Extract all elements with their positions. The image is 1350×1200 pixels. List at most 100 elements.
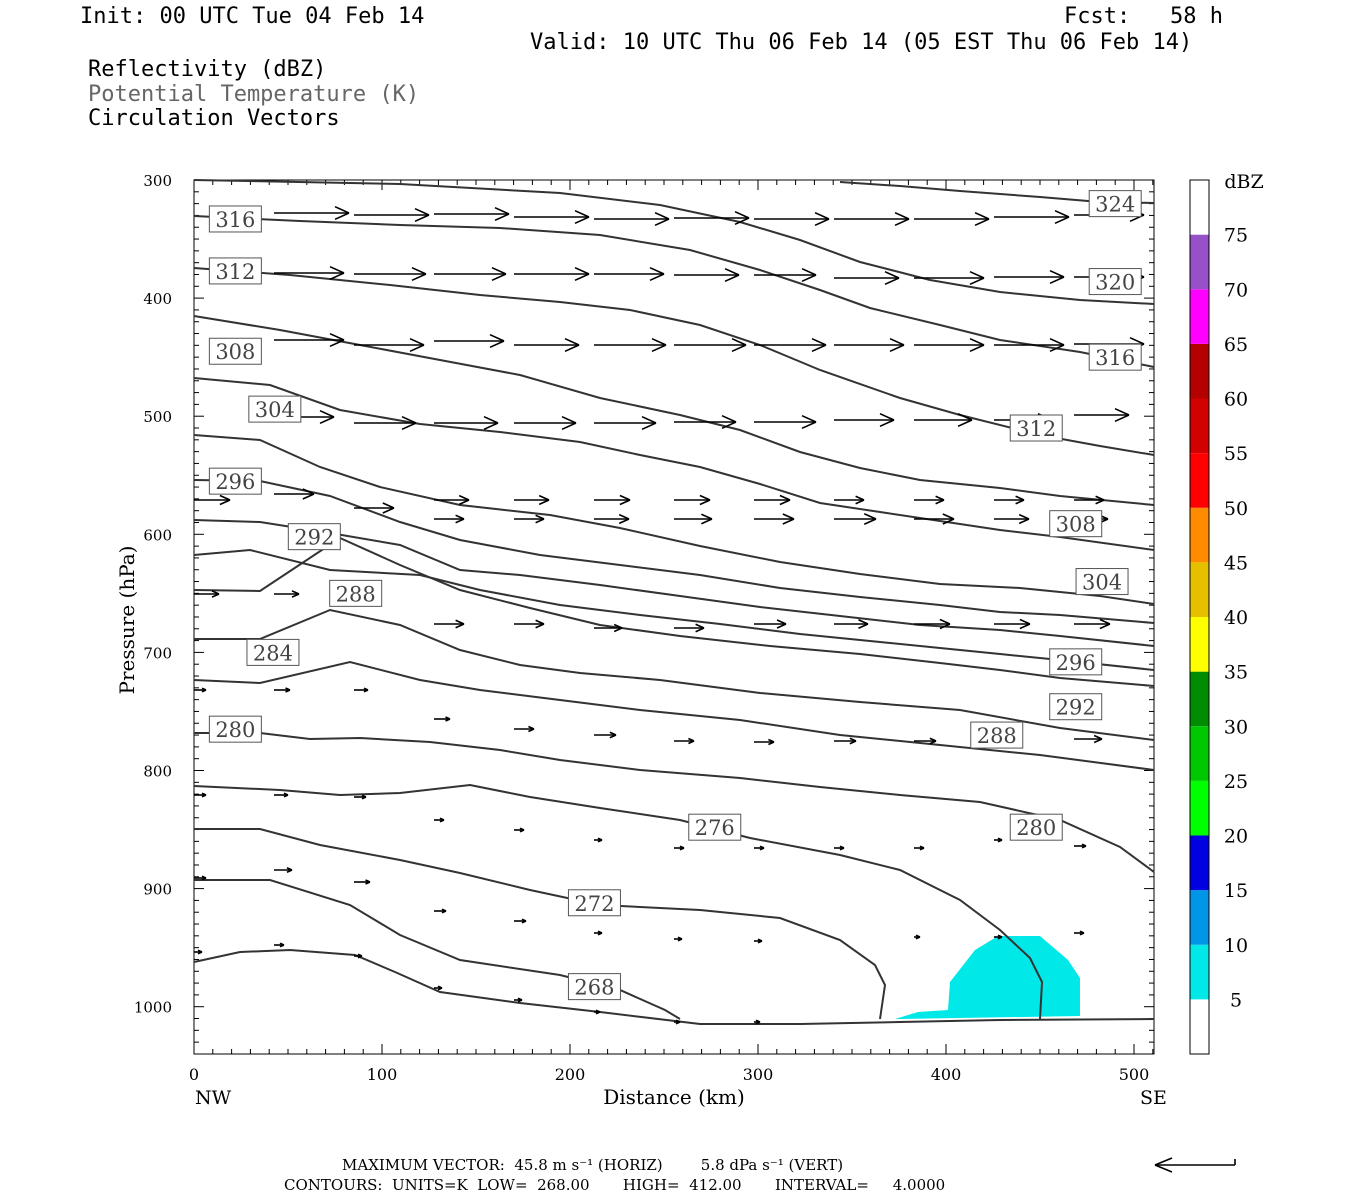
- theta-contour: [193, 377, 1155, 551]
- contour-label: 296: [208, 467, 262, 495]
- circulation-vector: [354, 953, 363, 959]
- y-tick-label: 1000: [134, 999, 172, 1017]
- contour-label-box: [208, 257, 262, 285]
- theta-contour: [193, 948, 1155, 1025]
- colorbar-segment: [1190, 944, 1209, 1000]
- y-tick-label: 900: [143, 881, 172, 899]
- x-end-label-se: SE: [1140, 1087, 1167, 1109]
- y-tick-label: 500: [143, 408, 172, 426]
- circulation-vector: [674, 623, 705, 633]
- x-axis-title: Distance (km): [603, 1085, 745, 1109]
- contour-label-box: [1049, 510, 1103, 538]
- circulation-vector: [274, 867, 293, 873]
- contour-label-box: [1088, 268, 1142, 296]
- contour-label-box: [970, 721, 1024, 749]
- contour-label: 268: [567, 973, 621, 1001]
- contour-label-text: 276: [695, 816, 735, 840]
- contour-label-box: [1009, 414, 1063, 442]
- circulation-vector: [834, 337, 905, 353]
- contour-label: 320: [1088, 268, 1142, 296]
- contour-label: 296: [1049, 648, 1103, 676]
- contour-label-box: [1088, 343, 1142, 371]
- theta-contour: [193, 479, 1155, 624]
- y-tick-label: 400: [143, 290, 172, 308]
- circulation-vector: [354, 337, 425, 353]
- circulation-vector: [514, 415, 577, 431]
- circulation-vector: [994, 618, 1031, 630]
- colorbar-segment: [1190, 180, 1209, 235]
- circulation-vector: [834, 270, 900, 286]
- circulation-vector: [434, 985, 443, 991]
- circulation-vector: [434, 415, 499, 431]
- circulation-vector: [594, 337, 667, 353]
- circulation-vector: [914, 845, 925, 851]
- reference-vector-arrow: [1154, 1157, 1236, 1173]
- contour-label-text: 316: [215, 208, 255, 232]
- contour-label-box: [287, 523, 341, 551]
- circulation-vector: [754, 337, 827, 353]
- circulation-vector: [354, 794, 367, 800]
- circulation-vector: [674, 210, 750, 226]
- circulation-vector: [1074, 843, 1087, 849]
- contour-label: 316: [1088, 343, 1142, 371]
- circulation-vector: [914, 337, 985, 353]
- circulation-vector: [514, 494, 550, 506]
- y-tick-label: 700: [143, 644, 172, 662]
- circulation-vector: [434, 333, 505, 349]
- circulation-vector: [514, 619, 545, 629]
- circulation-vector: [194, 494, 231, 506]
- circulation-vector: [754, 267, 817, 283]
- circulation-vector: [834, 211, 910, 227]
- contour-label: 284: [246, 638, 300, 666]
- theta-contour: [193, 519, 1155, 647]
- theta-contour: [193, 434, 1155, 605]
- colorbar-title: dBZ: [1224, 171, 1263, 193]
- theta-contour: [194, 608, 1155, 741]
- circulation-vector: [434, 908, 447, 914]
- circulation-vector: [194, 949, 203, 955]
- vector-field-label: Circulation Vectors: [88, 106, 340, 131]
- circulation-vector: [674, 513, 713, 525]
- contour-label-text: 284: [253, 641, 293, 665]
- colorbar-segment: [1190, 671, 1209, 727]
- circulation-vector: [834, 737, 857, 745]
- reflectivity-5dbz-area: [895, 936, 1080, 1019]
- contour-label-text: 280: [215, 718, 255, 742]
- contour-label-box: [567, 973, 621, 1001]
- circulation-vector: [434, 494, 470, 506]
- y-tick-label: 800: [143, 763, 172, 781]
- circulation-vector: [914, 737, 937, 745]
- contour-label-box: [567, 889, 621, 917]
- circulation-vector: [754, 494, 791, 506]
- circulation-vector: [994, 209, 1070, 225]
- circulation-vector: [594, 211, 670, 227]
- contour-label: 316: [208, 205, 262, 233]
- contour-labels: 268 272 276 280 280 284 288 288 292 292 296 296 304 3…: [208, 190, 1142, 1001]
- circulation-vector: [274, 265, 345, 281]
- circulation-vector: [754, 414, 817, 430]
- x-tick-label: 0: [189, 1065, 199, 1084]
- circulation-vector: [194, 687, 207, 693]
- contour-label-text: 308: [1056, 513, 1096, 537]
- circulation-vector: [674, 737, 695, 745]
- contour-label: 308: [208, 337, 262, 365]
- contour-label-text: 324: [1095, 193, 1135, 217]
- theta-contour: [193, 660, 1155, 771]
- circulation-vector: [994, 513, 1030, 525]
- circulation-vector: [194, 875, 207, 881]
- circulation-vector: [514, 725, 535, 733]
- contour-label-text: 288: [336, 582, 376, 606]
- colorbar-tick-label: 50: [1224, 498, 1248, 520]
- x-tick-label: 200: [555, 1065, 586, 1084]
- circulation-vector: [354, 207, 430, 223]
- circulation-vector: [354, 266, 427, 282]
- circulation-vector: [674, 845, 685, 851]
- circulation-vector: [434, 266, 507, 282]
- circulation-vector: [914, 513, 955, 525]
- circulation-vector: [834, 412, 895, 428]
- contour-label: 280: [208, 715, 262, 743]
- contour-label-box: [248, 395, 302, 423]
- contour-label: 272: [567, 889, 621, 917]
- circulation-vector: [274, 332, 345, 348]
